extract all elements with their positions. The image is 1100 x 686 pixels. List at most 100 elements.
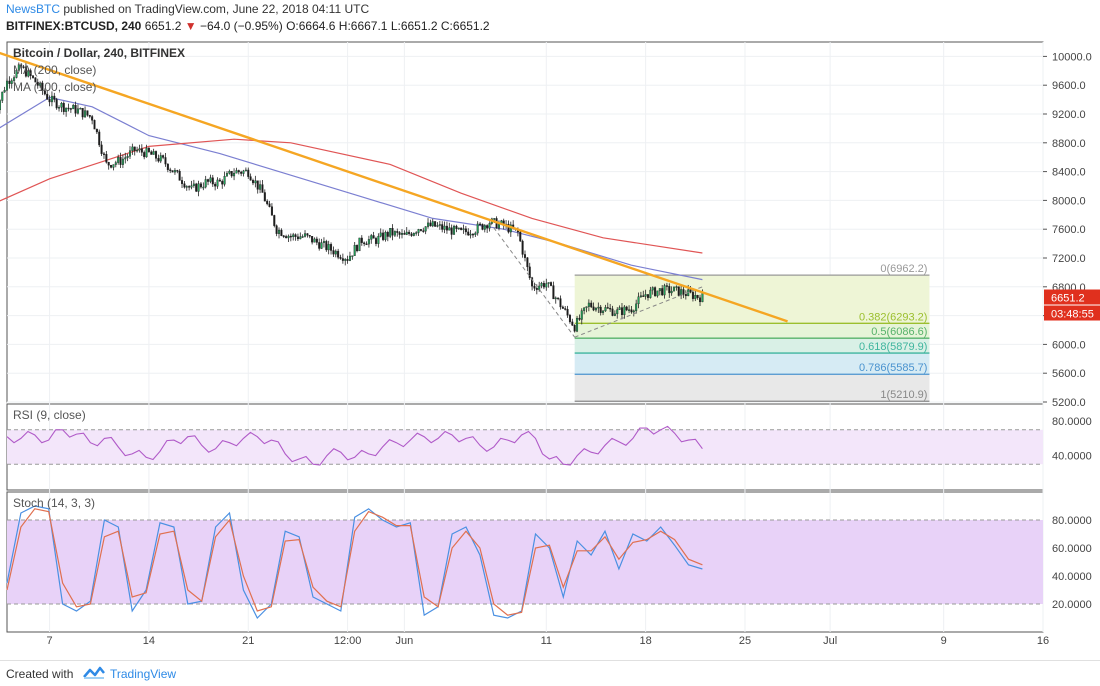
x-tick-label: 12:00 — [334, 635, 362, 647]
candlesticks — [0, 62, 704, 333]
x-tick-label: 25 — [739, 635, 751, 647]
chart-canvas[interactable]: 0(6962.2) 0.382(6293.2) 0.5(6086.6) 0.618(5… — [0, 40, 1100, 660]
candle-body — [639, 295, 642, 298]
fib-level-label: 0(6962.2) — [880, 263, 927, 275]
candle-body — [370, 235, 373, 240]
candle-body — [348, 255, 351, 261]
candle-body — [84, 110, 87, 118]
y-tick-label: 7200.0 — [1052, 253, 1086, 265]
candle-body — [462, 228, 465, 230]
x-tick-label: Jun — [395, 635, 413, 647]
candle-body — [580, 310, 583, 320]
fib-level-label: 0.5(6086.6) — [871, 326, 927, 338]
candle-body — [268, 203, 271, 207]
x-tick-label: 18 — [640, 635, 652, 647]
candle-body — [145, 147, 148, 158]
candle-body — [419, 229, 422, 231]
tradingview-link[interactable]: TradingView — [110, 667, 177, 681]
candle-body — [278, 229, 281, 234]
candle-body — [559, 298, 562, 308]
candle-body — [190, 185, 193, 188]
candle-body — [611, 308, 614, 316]
candle-body — [233, 172, 236, 177]
candle-body — [533, 285, 536, 289]
candle-body — [188, 186, 191, 188]
candle-body — [55, 99, 58, 109]
candle-body — [308, 235, 311, 237]
publisher-name[interactable]: NewsBTC — [6, 2, 61, 16]
candle-body — [434, 221, 437, 227]
bearish-trendline — [0, 51, 788, 323]
candle-body — [339, 257, 342, 259]
rsi-tick-label: 40.0000 — [1052, 451, 1092, 463]
stoch-title: Stoch (14, 3, 3) — [13, 496, 95, 510]
candle-body — [173, 170, 176, 173]
candle-body — [699, 297, 702, 303]
candle-body — [242, 170, 245, 174]
candle-body — [185, 186, 188, 188]
published-text: published on TradingView.com, June 22, 2… — [63, 2, 370, 16]
candle-body — [658, 288, 661, 292]
candle-body — [455, 225, 458, 229]
candle-body — [112, 164, 115, 168]
high-value: H:6667.1 — [338, 19, 388, 33]
fib-level-label: 0.618(5879.9) — [859, 341, 928, 353]
candle-body — [143, 152, 146, 158]
candle-body — [507, 223, 510, 233]
candle-body — [682, 289, 685, 295]
candle-body — [568, 314, 571, 323]
candle-body — [60, 103, 63, 108]
candle-body — [479, 223, 482, 226]
fibonacci-retracement[interactable]: 0(6962.2) 0.382(6293.2) 0.5(6086.6) 0.618(5… — [574, 263, 930, 402]
candle-body — [417, 229, 420, 233]
y-tick-label: 5600.0 — [1052, 368, 1086, 380]
candle-body — [410, 233, 413, 236]
candle-body — [306, 233, 309, 236]
candle-body — [50, 95, 53, 103]
candle-body — [287, 235, 290, 239]
candle-body — [74, 105, 77, 114]
chart-area[interactable]: 0(6962.2) 0.382(6293.2) 0.5(6086.6) 0.618(5… — [0, 40, 1100, 660]
candle-body — [450, 227, 453, 235]
trendline[interactable] — [0, 51, 788, 338]
candle-body — [566, 309, 569, 316]
candle-body — [526, 257, 529, 268]
candle-body — [1, 91, 4, 101]
candle-body — [367, 239, 370, 245]
swing-dashed-line — [489, 221, 576, 338]
candle-body — [53, 95, 56, 100]
candle-body — [389, 228, 392, 237]
y-tick-label: 7600.0 — [1052, 224, 1086, 236]
candle-body — [620, 307, 623, 316]
y-tick-label: 6000.0 — [1052, 339, 1086, 351]
low-value: L:6651.2 — [390, 19, 438, 33]
candle-body — [438, 224, 441, 226]
candle-body — [519, 231, 522, 242]
candle-body — [133, 146, 136, 151]
symbol-info: BITFINEX:BTCUSD, 240 6651.2 ▼ −64.0 (−0.… — [6, 19, 490, 33]
candle-body — [131, 146, 134, 151]
candle-body — [157, 158, 160, 162]
candle-body — [481, 223, 484, 230]
candle-body — [259, 184, 262, 190]
last-price-badge-text: 6651.2 — [1051, 293, 1085, 305]
candle-body — [5, 80, 8, 91]
candle-body — [356, 245, 359, 252]
candle-body — [341, 258, 344, 261]
candle-body — [483, 225, 486, 230]
fib-zone — [574, 323, 930, 339]
candle-body — [202, 186, 205, 189]
candle-body — [292, 234, 295, 238]
candle-body — [642, 295, 645, 297]
candle-body — [251, 180, 254, 184]
candle-body — [441, 224, 444, 230]
candle-body — [58, 107, 61, 109]
candle-body — [121, 158, 124, 165]
candle-body — [644, 294, 647, 297]
candle-body — [79, 108, 82, 110]
candle-body — [594, 307, 597, 311]
y-tick-label: 9600.0 — [1052, 80, 1086, 92]
candle-body — [22, 66, 25, 68]
fib-zone — [574, 374, 930, 402]
candle-body — [93, 120, 96, 130]
